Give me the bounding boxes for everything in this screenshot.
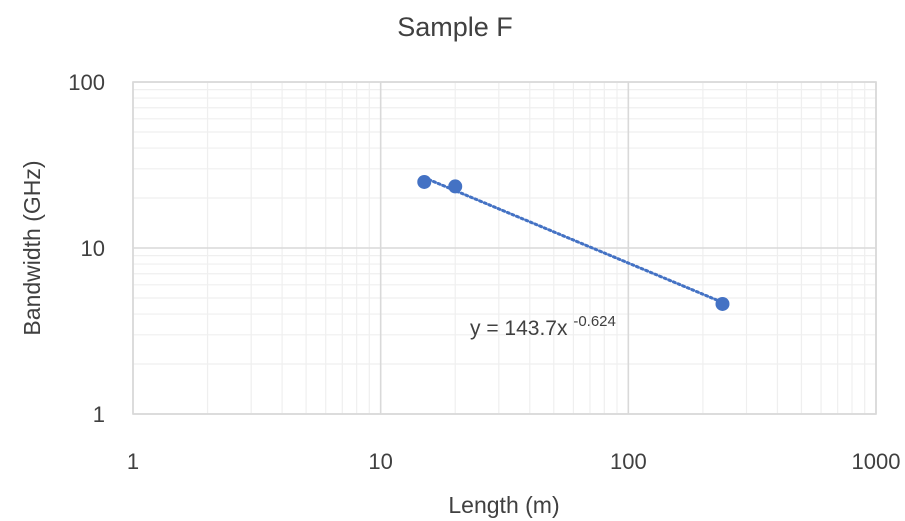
data-point [417,174,432,189]
x-tick-label: 10 [368,449,392,474]
chart-title: Sample F [397,12,513,42]
trendline-equation-exponent: -0.624 [573,313,616,330]
trendline-equation-base: y = 143.7x [470,317,568,340]
y-tick-label: 10 [81,236,105,261]
data-point [715,296,730,311]
trendline [422,176,724,304]
x-tick-label: 1 [127,449,139,474]
data-points [417,174,730,311]
grid [132,81,877,415]
y-axis-label: Bandwidth (GHz) [19,160,45,335]
trendline-group [422,176,724,304]
plot-area-border [132,81,877,415]
x-axis-label: Length (m) [448,492,559,518]
data-point [448,179,463,194]
x-tick-label: 1000 [852,449,901,474]
trendline-equation: y = 143.7x -0.624 [470,313,616,340]
x-tick-label: 100 [610,449,647,474]
y-tick-label: 100 [68,70,105,95]
axes: 1 10 100 1000 1 10 100 [68,70,900,474]
y-tick-label: 1 [93,402,105,427]
